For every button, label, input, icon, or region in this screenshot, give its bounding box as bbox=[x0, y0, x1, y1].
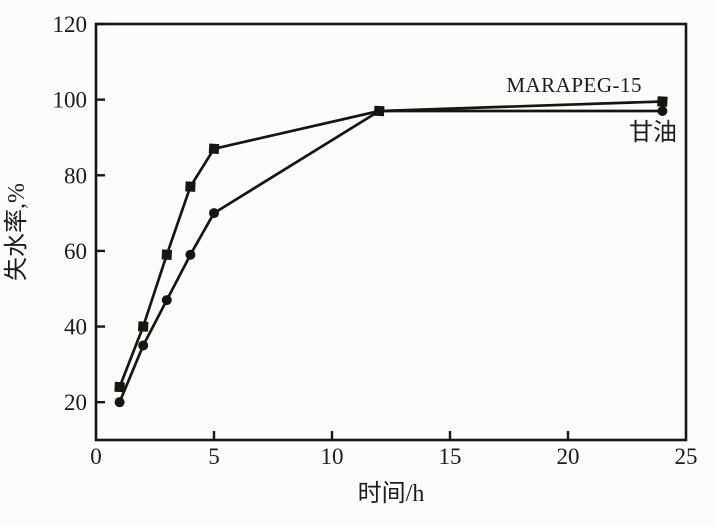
x-tick-label: 0 bbox=[90, 444, 102, 469]
data-point-circle-marker bbox=[374, 105, 385, 116]
x-tick-label: 15 bbox=[439, 444, 462, 469]
data-point-square-marker bbox=[185, 181, 196, 192]
chart-generated-layer: 0 5 10 15 20 25 20 40 60 80 100 120 bbox=[53, 12, 698, 469]
series-label-glycerin: 甘油 bbox=[629, 119, 677, 146]
data-point-square-marker bbox=[137, 321, 149, 332]
series-line bbox=[118, 100, 663, 388]
y-tick-label: 60 bbox=[64, 239, 87, 264]
series-label-marapeg15: MARAPEG-15 bbox=[506, 73, 642, 97]
data-point-circle-marker bbox=[114, 397, 125, 408]
data-point-circle-marker bbox=[138, 340, 149, 351]
x-tick-label: 10 bbox=[321, 444, 344, 469]
y-axis-title: 失水率,% bbox=[3, 183, 30, 281]
data-point-square-marker bbox=[208, 143, 220, 155]
x-tick-label: 25 bbox=[675, 444, 698, 469]
data-point-square-marker bbox=[114, 381, 125, 393]
data-point-circle-marker bbox=[209, 208, 219, 219]
y-tick-label: 80 bbox=[64, 163, 87, 188]
x-tick-label: 20 bbox=[557, 444, 580, 469]
y-tick-label: 20 bbox=[64, 390, 87, 415]
data-point-square-marker bbox=[657, 96, 668, 107]
data-point-square-marker bbox=[161, 249, 173, 260]
y-tick-label: 100 bbox=[53, 88, 88, 113]
data-point-circle-marker bbox=[161, 295, 172, 306]
y-tick-label: 120 bbox=[53, 12, 88, 37]
plot-frame bbox=[94, 22, 688, 442]
x-axis-title: 时间/h bbox=[358, 480, 425, 507]
data-point-circle-marker bbox=[657, 105, 668, 116]
x-tick-label: 5 bbox=[208, 444, 220, 469]
y-tick-label: 40 bbox=[64, 315, 87, 340]
series-line bbox=[118, 109, 663, 403]
data-point-circle-marker bbox=[185, 249, 196, 260]
